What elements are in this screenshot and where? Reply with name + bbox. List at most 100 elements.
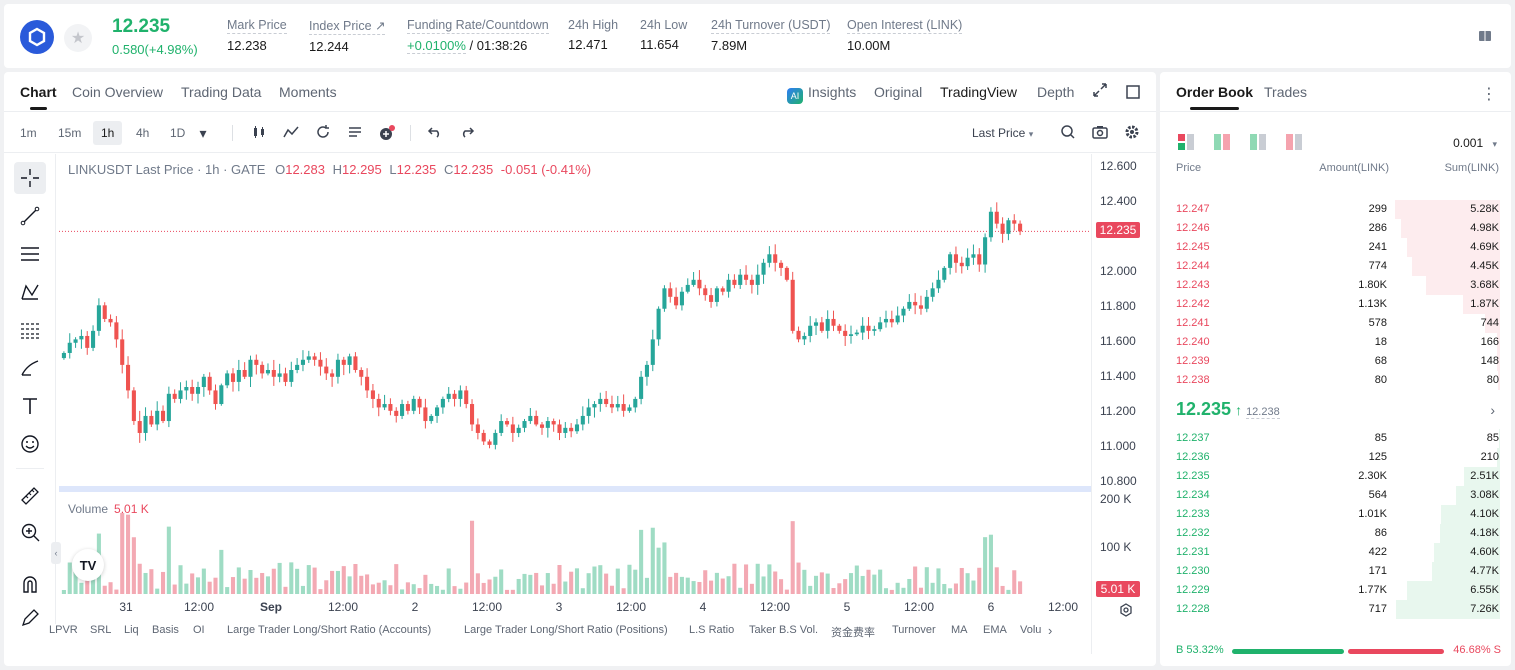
tab-chart[interactable]: Chart [20, 84, 57, 110]
indicator-lt-accounts[interactable]: Large Trader Long/Short Ratio (Accounts) [227, 624, 432, 636]
indicators-icon[interactable] [282, 124, 300, 142]
ask-row[interactable]: 12.245 241 4.69K [1160, 238, 1511, 257]
pencil-lock-tool-icon[interactable] [14, 602, 46, 634]
tf-1m[interactable]: 1m [20, 126, 37, 140]
insights-button[interactable]: AI Insights [787, 84, 856, 104]
ask-row[interactable]: 12.243 1.80K 3.68K [1160, 276, 1511, 295]
indicator-volume[interactable]: Volu [1020, 624, 1042, 636]
ask-row[interactable]: 12.241 578 744 [1160, 314, 1511, 333]
view-split-icon[interactable] [1214, 134, 1230, 150]
ask-row[interactable]: 12.246 286 4.98K [1160, 219, 1511, 238]
undo-icon[interactable] [426, 124, 444, 142]
ask-row[interactable]: 12.244 774 4.45K [1160, 257, 1511, 276]
ask-row[interactable]: 12.242 1.13K 1.87K [1160, 295, 1511, 314]
tf-4h[interactable]: 4h [136, 126, 150, 140]
pane-divider[interactable] [59, 486, 1091, 492]
refresh-icon[interactable] [314, 124, 332, 142]
more-options-icon[interactable]: ⋮ [1481, 86, 1497, 103]
indicator-basis[interactable]: Basis [152, 624, 179, 636]
indicator-ema[interactable]: EMA [983, 624, 1007, 636]
timeframe-dropdown-icon[interactable]: ▾ [199, 125, 207, 141]
indicator-turnover[interactable]: Turnover [892, 624, 936, 636]
search-icon[interactable] [1059, 124, 1077, 142]
precision-select[interactable]: 0.001 ▾ [1453, 136, 1497, 150]
tab-trades[interactable]: Trades [1264, 84, 1308, 100]
tf-1h[interactable]: 1h [93, 121, 123, 145]
window-icon[interactable] [1126, 85, 1140, 102]
bid-row[interactable]: 12.229 1.77K 6.55K [1160, 581, 1511, 600]
indicator-taker-vol[interactable]: Taker B.S Vol. [749, 624, 819, 636]
order-book-tabs: Order Book Trades ⋮ [1160, 72, 1511, 112]
axis-settings-icon[interactable] [1118, 602, 1134, 618]
price-type-select[interactable]: Last Price ▾ [972, 126, 1033, 140]
bid-row[interactable]: 12.233 1.01K 4.10K [1160, 505, 1511, 524]
tradingview-logo-icon[interactable]: TV [72, 549, 104, 581]
bid-row[interactable]: 12.235 2.30K 2.51K [1160, 467, 1511, 486]
horizontal-lines-tool-icon[interactable] [14, 238, 46, 270]
favorite-star-icon[interactable]: ★ [64, 24, 92, 52]
tab-moments[interactable]: Moments [279, 84, 337, 100]
magnet-tool-icon[interactable] [14, 568, 46, 600]
bid-row[interactable]: 12.237 85 85 [1160, 429, 1511, 448]
indicator-ls-ratio[interactable]: L.S Ratio [689, 624, 735, 636]
ask-row[interactable]: 12.239 68 148 [1160, 352, 1511, 371]
templates-icon[interactable] [346, 124, 364, 142]
indicator-oi[interactable]: OI [193, 624, 205, 636]
bid-row[interactable]: 12.234 564 3.08K [1160, 486, 1511, 505]
ruler-tool-icon[interactable] [14, 480, 46, 512]
bid-row[interactable]: 12.231 422 4.60K [1160, 543, 1511, 562]
view-original[interactable]: Original [874, 84, 923, 100]
fib-tool-icon[interactable] [14, 314, 46, 346]
guide-book-icon[interactable] [1477, 28, 1493, 44]
price-axis[interactable]: 12.600 12.400 12.235 12.000 11.800 11.60… [1091, 154, 1156, 654]
tf-15m[interactable]: 15m [58, 126, 82, 140]
brush-tool-icon[interactable] [14, 352, 46, 384]
crosshair-tool-icon[interactable] [14, 162, 46, 194]
view-asks-icon[interactable] [1286, 134, 1302, 150]
ask-row[interactable]: 12.238 80 80 [1160, 371, 1511, 390]
mid-mark-price[interactable]: 12.238 [1246, 406, 1280, 419]
view-bids-icon[interactable] [1250, 134, 1266, 150]
index-price-label[interactable]: Index Price ↗ [309, 19, 386, 35]
oi-label[interactable]: Open Interest (LINK) [847, 18, 963, 34]
indicator-lpvr[interactable]: LPVR [49, 624, 78, 636]
collapse-arrow-icon[interactable]: ‹ [51, 542, 61, 564]
emoji-tool-icon[interactable] [14, 428, 46, 460]
bid-row[interactable]: 12.230 171 4.77K [1160, 562, 1511, 581]
bid-row[interactable]: 12.236 125 210 [1160, 448, 1511, 467]
indicator-liq[interactable]: Liq [124, 624, 139, 636]
turnover-label[interactable]: 24h Turnover (USDT) [711, 18, 831, 34]
tab-trading-data[interactable]: Trading Data [181, 84, 262, 100]
ask-row[interactable]: 12.240 18 166 [1160, 333, 1511, 352]
indicator-srl[interactable]: SRL [90, 624, 112, 636]
view-tradingview[interactable]: TradingView [940, 84, 1018, 100]
candle-type-icon[interactable] [250, 124, 268, 142]
funding-rate[interactable]: +0.0100% [407, 38, 466, 54]
pattern-tool-icon[interactable] [14, 276, 46, 308]
add-alert-icon[interactable] [378, 124, 396, 142]
ask-row[interactable]: 12.247 299 5.28K [1160, 200, 1511, 219]
tf-1d[interactable]: 1D [170, 126, 186, 140]
trend-line-tool-icon[interactable] [14, 200, 46, 232]
bid-row[interactable]: 12.232 86 4.18K [1160, 524, 1511, 543]
chevron-right-icon[interactable]: › [1490, 402, 1495, 418]
chevron-right-icon[interactable]: › [1048, 623, 1053, 638]
time-axis[interactable]: 31 12:00 Sep 12:00 2 12:00 3 12:00 4 12:… [59, 600, 1091, 620]
candlestick-chart[interactable] [59, 154, 1091, 609]
settings-gear-icon[interactable] [1123, 124, 1141, 142]
indicator-ma[interactable]: MA [951, 624, 968, 636]
view-both-icon[interactable] [1178, 134, 1194, 150]
redo-icon[interactable] [458, 124, 476, 142]
mark-price-label[interactable]: Mark Price [227, 18, 287, 34]
funding-label[interactable]: Funding Rate/Countdown [407, 18, 549, 34]
indicator-funding-rate[interactable]: 资金费率 [831, 627, 875, 639]
bid-row[interactable]: 12.228 717 7.26K [1160, 600, 1511, 619]
camera-icon[interactable] [1091, 124, 1109, 142]
view-depth[interactable]: Depth [1037, 84, 1075, 100]
text-tool-icon[interactable] [14, 390, 46, 422]
zoom-in-tool-icon[interactable] [14, 516, 46, 548]
tab-coin-overview[interactable]: Coin Overview [72, 84, 164, 100]
expand-icon[interactable] [1093, 83, 1107, 100]
tab-order-book[interactable]: Order Book [1176, 84, 1254, 110]
indicator-lt-positions[interactable]: Large Trader Long/Short Ratio (Positions… [464, 624, 668, 636]
